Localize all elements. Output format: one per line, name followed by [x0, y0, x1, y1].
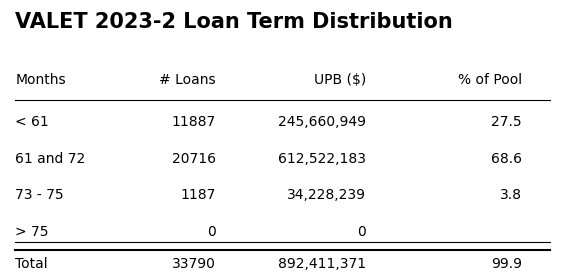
Text: 68.6: 68.6 [491, 152, 522, 166]
Text: > 75: > 75 [15, 225, 49, 239]
Text: 892,411,371: 892,411,371 [278, 257, 366, 271]
Text: 0: 0 [357, 225, 366, 239]
Text: 20716: 20716 [172, 152, 216, 166]
Text: 33790: 33790 [172, 257, 216, 271]
Text: # Loans: # Loans [159, 73, 216, 87]
Text: 0: 0 [207, 225, 216, 239]
Text: 11887: 11887 [172, 115, 216, 129]
Text: VALET 2023-2 Loan Term Distribution: VALET 2023-2 Loan Term Distribution [15, 12, 453, 32]
Text: 245,660,949: 245,660,949 [278, 115, 366, 129]
Text: Total: Total [15, 257, 48, 271]
Text: 99.9: 99.9 [491, 257, 522, 271]
Text: 27.5: 27.5 [491, 115, 522, 129]
Text: 1187: 1187 [180, 188, 216, 202]
Text: % of Pool: % of Pool [458, 73, 522, 87]
Text: 612,522,183: 612,522,183 [278, 152, 366, 166]
Text: 61 and 72: 61 and 72 [15, 152, 86, 166]
Text: < 61: < 61 [15, 115, 49, 129]
Text: UPB ($): UPB ($) [314, 73, 366, 87]
Text: 73 - 75: 73 - 75 [15, 188, 64, 202]
Text: 3.8: 3.8 [500, 188, 522, 202]
Text: Months: Months [15, 73, 66, 87]
Text: 34,228,239: 34,228,239 [287, 188, 366, 202]
